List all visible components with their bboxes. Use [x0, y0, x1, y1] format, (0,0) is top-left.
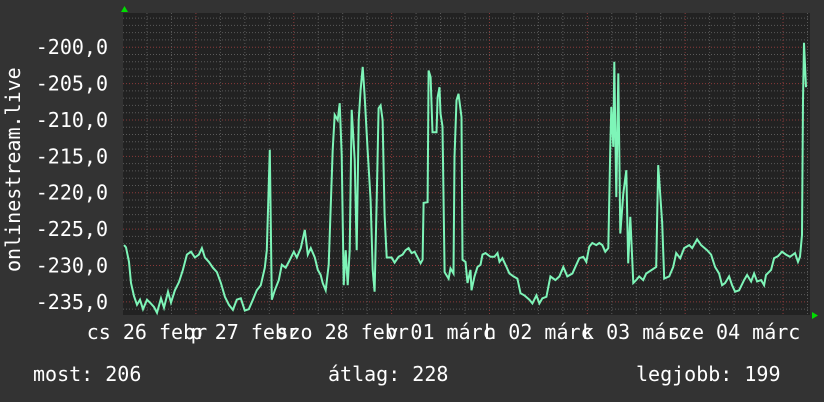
- x-tick-label: v 01 márc: [386, 320, 494, 344]
- grid: [123, 13, 810, 315]
- x-tick-label: k 03 márc: [582, 320, 690, 344]
- y-tick-label: -205,0: [36, 72, 108, 96]
- y-tick-label: -210,0: [36, 108, 108, 132]
- y-axis-arrow-icon: [121, 6, 128, 12]
- y-tick-label: -220,0: [36, 181, 108, 205]
- y-tick-label: -225,0: [36, 217, 108, 241]
- legend-best: legjobb: 199: [636, 362, 781, 386]
- y-tick-label: -215,0: [36, 144, 108, 168]
- y-tick-label: -200,0: [36, 35, 108, 59]
- x-tick-label: szo 28 febr: [276, 320, 408, 344]
- x-tick-label: h 02 márc: [484, 320, 592, 344]
- x-axis-arrow-icon: [812, 312, 818, 319]
- x-tick-label: cs 26 febr: [87, 320, 207, 344]
- legend-average: átlag: 228: [328, 362, 449, 386]
- y-axis: -200,0 -205,0 -210,0 -215,0 -220,0 -225,0 -230…: [36, 35, 108, 314]
- y-tick-label: -230,0: [36, 254, 108, 278]
- legend-current: most: 206: [33, 362, 142, 386]
- y-axis-label: onlinestream.live: [1, 67, 25, 272]
- series-line: [123, 42, 807, 316]
- x-tick-label: sze 04 márc: [668, 320, 800, 344]
- x-tick-label: p 27 febr: [191, 320, 299, 344]
- y-tick-label: -235,0: [36, 290, 108, 314]
